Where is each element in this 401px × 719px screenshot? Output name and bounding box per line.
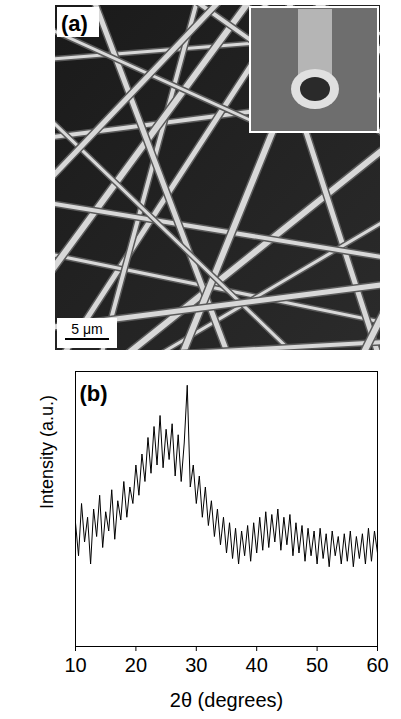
svg-text:20: 20 [125, 654, 147, 676]
svg-text:50: 50 [306, 654, 328, 676]
svg-text:60: 60 [366, 654, 388, 676]
svg-text:Intensity (a.u.): Intensity (a.u.) [37, 395, 57, 509]
svg-text:40: 40 [246, 654, 268, 676]
svg-text:10: 10 [64, 654, 86, 676]
svg-text:(b): (b) [80, 381, 108, 406]
svg-text:(a): (a) [61, 11, 88, 36]
svg-text:5 μm: 5 μm [71, 321, 102, 337]
svg-text:30: 30 [185, 654, 207, 676]
svg-text:2θ (degrees): 2θ (degrees) [170, 689, 283, 711]
